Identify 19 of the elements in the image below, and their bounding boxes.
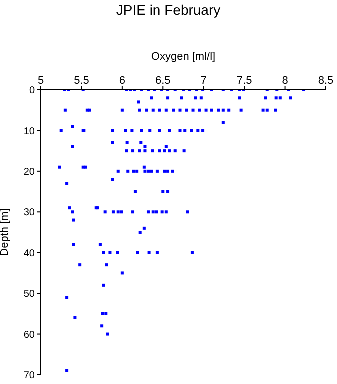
y-tick-label: 40 [24,248,36,260]
x-tick-label: 7 [200,75,207,87]
x-tick-label: 5.5 [74,75,90,87]
x-tick-label: 6.5 [155,75,171,87]
x-axis-title: Oxygen [ml/l] [150,51,217,63]
y-tick-label: 70 [24,370,36,382]
x-tick-label: 8 [282,75,288,87]
y-tick-label: 0 [29,86,36,97]
y-tick-label: 60 [24,330,36,341]
chart-title: JPIE in February [115,2,222,18]
y-axis-title: Depth [m] [0,208,11,256]
x-tick-label: 5 [38,75,44,87]
x-tick-label: 6 [119,75,126,87]
y-tick-label: 50 [24,289,36,300]
y-tick-label: 30 [24,208,36,219]
x-tick-label: 8.5 [318,75,334,87]
y-tick-label: 10 [24,126,36,138]
y-tick-label: 20 [24,166,36,178]
x-tick-label: 7.5 [236,75,252,87]
